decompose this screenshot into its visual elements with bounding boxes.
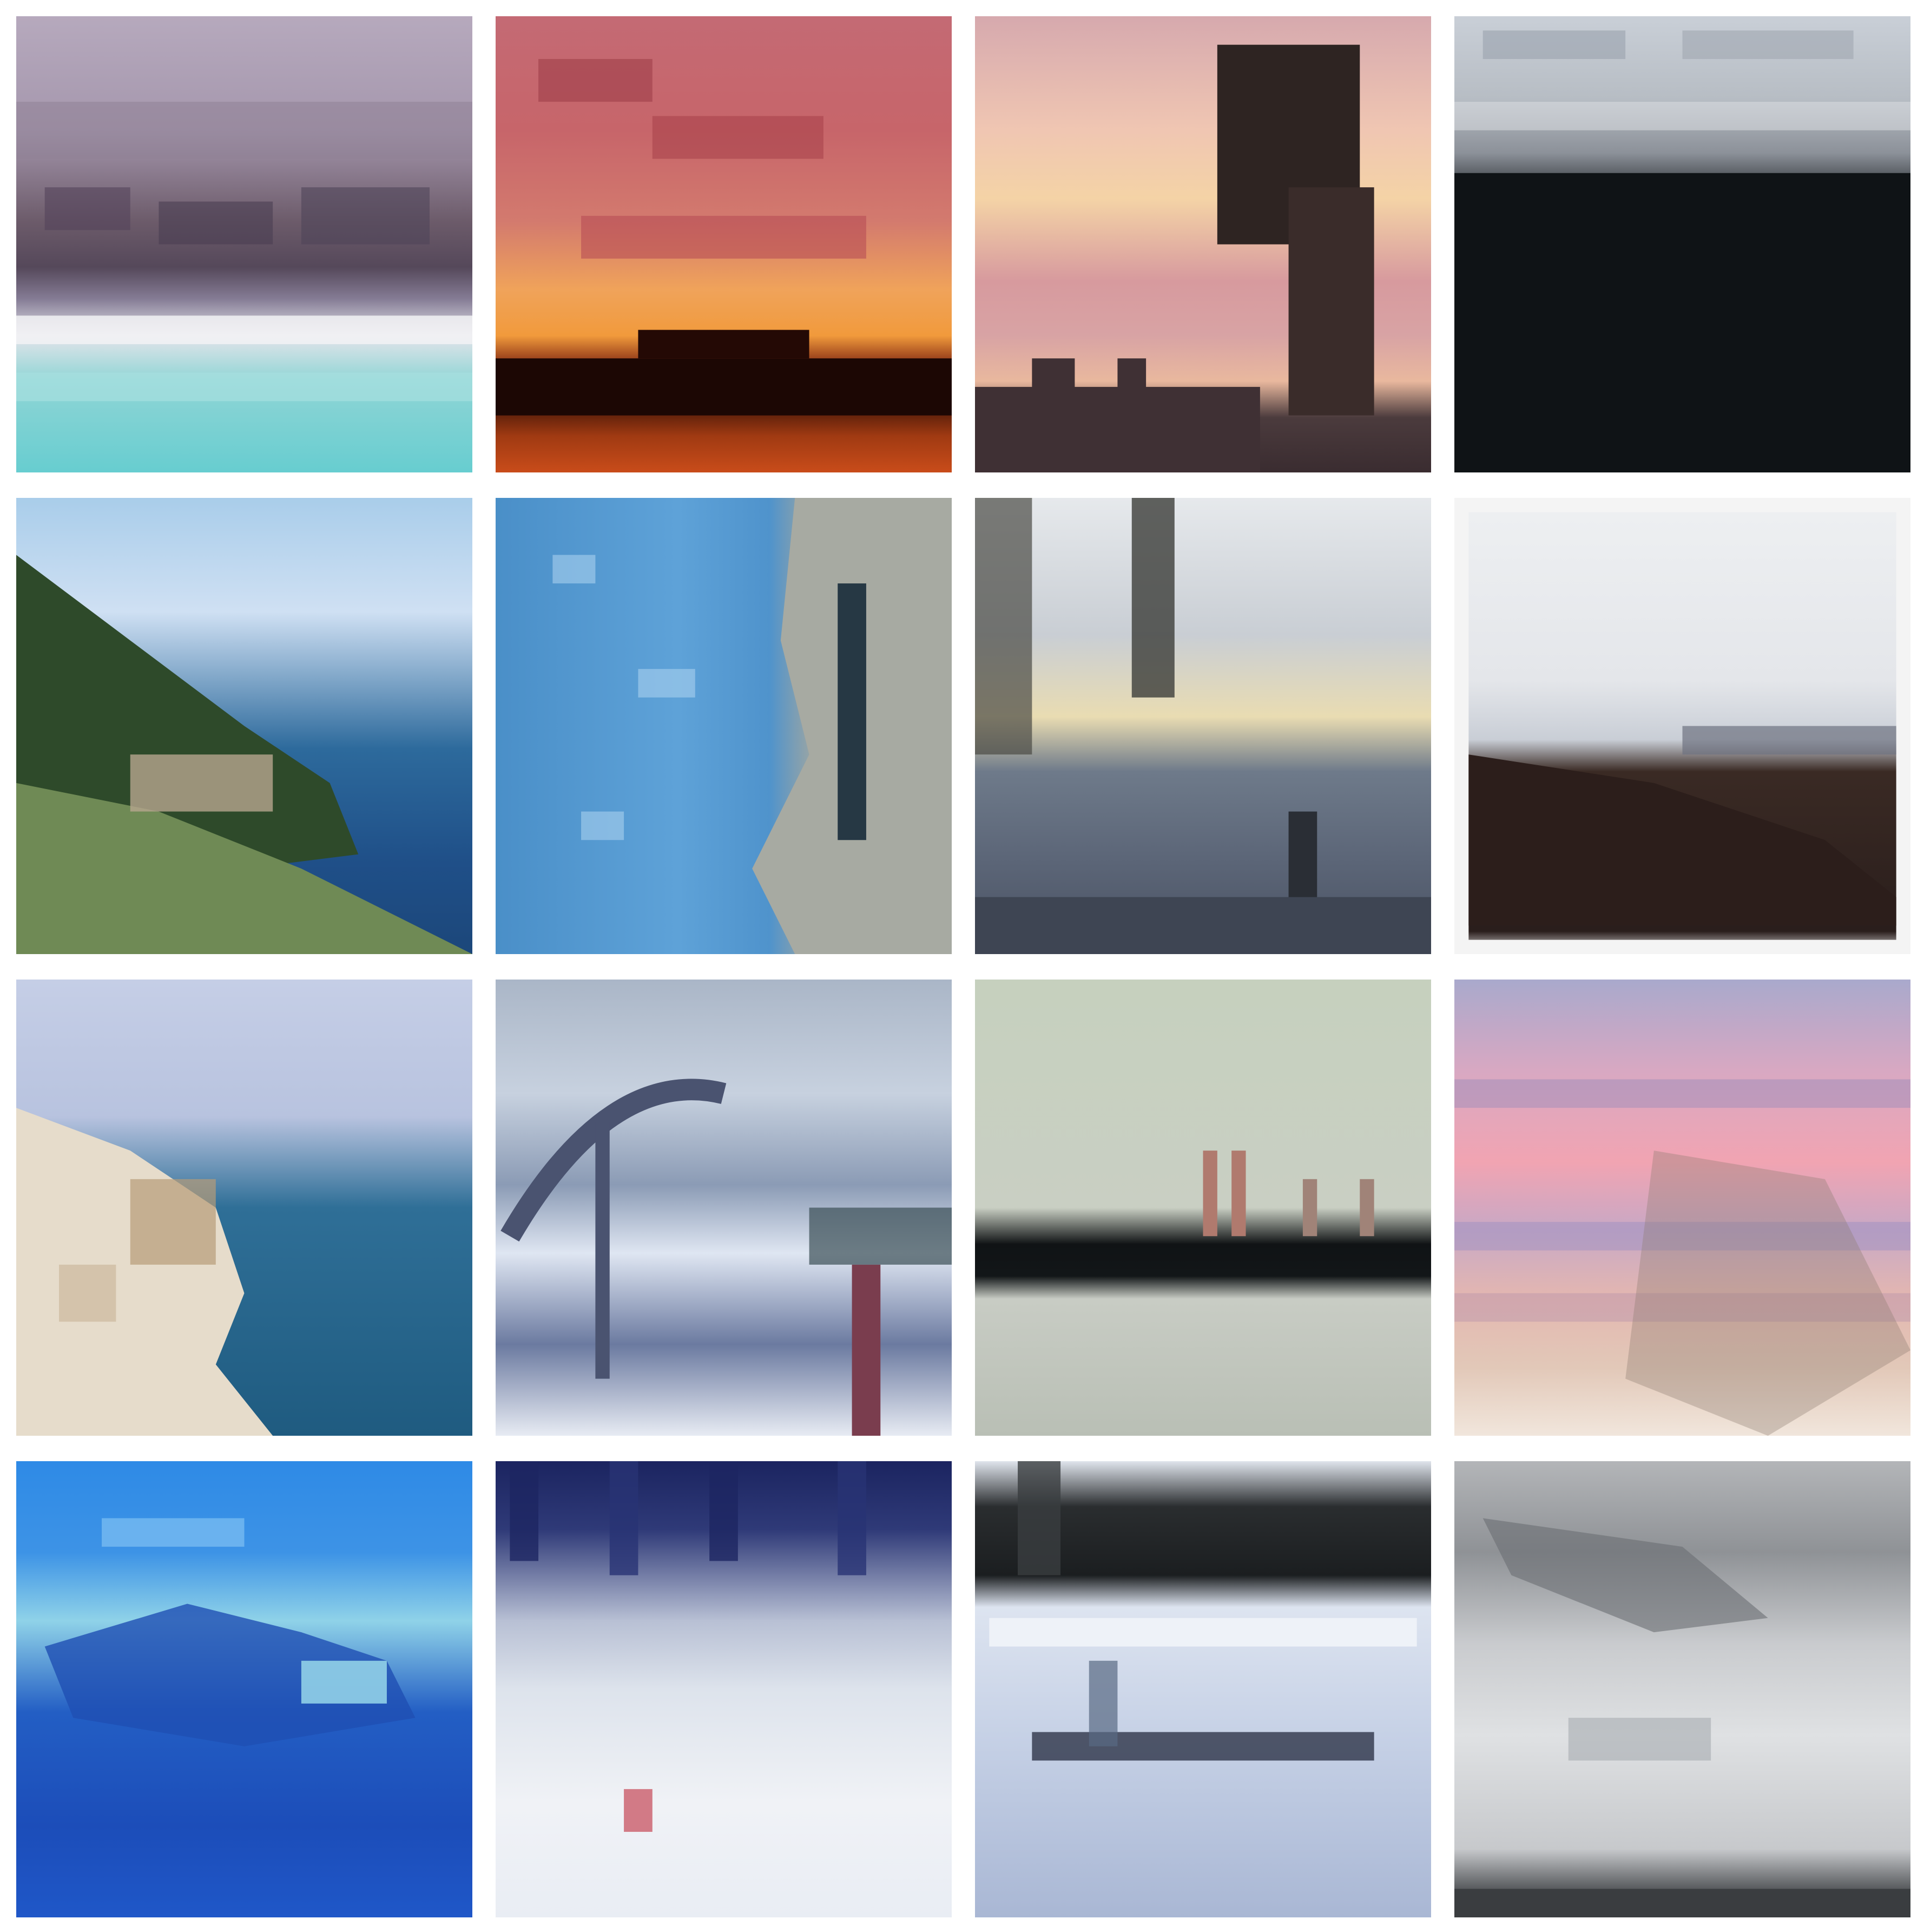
tile-ship (975, 980, 1431, 1436)
cloudy-lake-with-trees-icon (975, 498, 1431, 954)
green-coastal-cliff-and-blue-sea-icon (16, 555, 472, 954)
image-grid (16, 16, 1910, 1918)
aerial-blue-water-and-shore-icon (552, 498, 952, 954)
tile-pink-sunset-tree (975, 16, 1431, 472)
blue-ocean-wave-icon (44, 1518, 416, 1746)
tile-pink-clouds (1454, 980, 1910, 1436)
misty-beach-with-person-icon (510, 1461, 866, 1832)
tile-red-sunset (496, 16, 952, 472)
tile-stormy-sea (16, 16, 472, 472)
framed-dark-shoreline-photo-icon (1454, 498, 1910, 954)
tile-dark-silhouette (1454, 16, 1910, 472)
tile-pale-cliff (16, 980, 472, 1436)
bridge-over-water-icon (500, 1079, 952, 1436)
tile-aerial-shore (496, 498, 952, 954)
tile-ocean-wave (16, 1461, 472, 1917)
dark-silhouette-under-cloudy-sky-icon (1454, 30, 1910, 472)
grey-sky-over-white-sea-icon (1454, 1518, 1910, 1917)
shoreline-with-dark-trees-icon (989, 1461, 1417, 1761)
tile-bridge (496, 980, 952, 1436)
tile-framed-shoreline (1454, 498, 1910, 954)
tile-grey-sea (1454, 1461, 1910, 1917)
pink-clouds-over-sea-icon (1454, 1079, 1910, 1436)
pale-cliff-over-blue-sea-icon (16, 1108, 273, 1436)
tile-misty-beach (496, 1461, 952, 1917)
ship-on-pale-green-sea-icon (1203, 1151, 1374, 1237)
pink-sunset-with-tree-icon (975, 44, 1374, 472)
stormy-clouds-over-turquoise-sea-icon (16, 102, 472, 402)
tile-cloudy-lake (975, 498, 1431, 954)
tile-coastal-cliff (16, 498, 472, 954)
tile-shore-trees (975, 1461, 1431, 1917)
red-orange-sunset-silhouette-icon (496, 59, 952, 416)
